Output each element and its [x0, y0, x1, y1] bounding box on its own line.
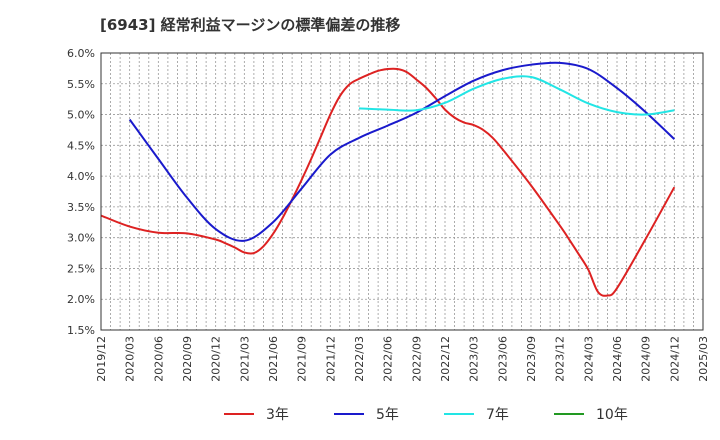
x-tick-label: 2022/09 [410, 336, 423, 382]
x-tick-label: 2021/09 [296, 336, 309, 382]
y-axis-ticks: 1.5% 2.0% 2.5% 3.0% 3.5% 4.0% 4.5% 5.0% 5.5% 6.0% [67, 47, 95, 337]
x-tick-label: 2020/06 [152, 336, 165, 382]
x-tick-label: 2022/03 [353, 336, 366, 382]
y-tick-label: 3.0% [67, 232, 95, 245]
y-tick-label: 2.5% [67, 262, 95, 275]
x-tick-label: 2021/12 [324, 336, 337, 382]
x-tick-label: 2024/12 [668, 336, 681, 382]
x-axis-ticks: 2019/12 2020/03 2020/06 2020/09 2020/12 2021/… [95, 336, 710, 382]
y-tick-label: 2.0% [67, 293, 95, 306]
x-tick-label: 2025/03 [697, 336, 710, 382]
y-tick-label: 4.5% [67, 139, 95, 152]
x-tick-label: 2020/12 [210, 336, 223, 382]
x-tick-label: 2019/12 [95, 336, 108, 382]
y-tick-label: 5.0% [67, 109, 95, 122]
x-tick-label: 2020/03 [124, 336, 137, 382]
y-tick-label: 1.5% [67, 324, 95, 337]
x-tick-label: 2021/06 [267, 336, 280, 382]
x-tick-label: 2023/12 [554, 336, 567, 382]
legend: 3年 5年 7年 10年 [224, 407, 628, 423]
legend-label: 10年 [596, 407, 628, 423]
x-tick-label: 2021/03 [238, 336, 251, 382]
series-lines [100, 61, 676, 297]
y-tick-label: 4.0% [67, 170, 95, 183]
x-tick-label: 2024/06 [611, 336, 624, 382]
plot-frame [100, 52, 704, 331]
chart-title: [6943] 経常利益マージンの標準偏差の推移 [100, 16, 401, 34]
y-tick-label: 6.0% [67, 47, 95, 60]
x-tick-label: 2022/12 [439, 336, 452, 382]
x-tick-label: 2024/09 [640, 336, 653, 382]
series-line-1 [100, 67, 676, 297]
legend-label: 5年 [376, 407, 399, 423]
y-tick-label: 5.5% [67, 78, 95, 91]
series-line-3 [358, 75, 675, 116]
x-tick-label: 2024/03 [582, 336, 595, 382]
x-tick-label: 2023/06 [496, 336, 509, 382]
x-tick-label: 2020/09 [181, 336, 194, 382]
x-tick-label: 2023/09 [525, 336, 538, 382]
legend-label: 7年 [486, 407, 509, 423]
x-tick-label: 2023/03 [468, 336, 481, 382]
series-line-2 [128, 61, 676, 242]
grid [101, 53, 703, 330]
x-tick-label: 2022/06 [382, 336, 395, 382]
y-tick-label: 3.5% [67, 201, 95, 214]
legend-label: 3年 [266, 407, 289, 423]
